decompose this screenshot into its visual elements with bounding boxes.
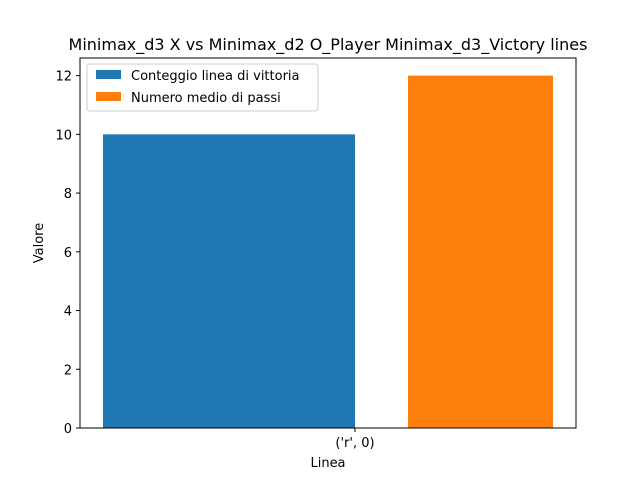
- y-tick-label: 8: [64, 187, 72, 202]
- bar-series-2: [408, 75, 553, 428]
- chart-title: Minimax_d3 X vs Minimax_d2 O_Player Mini…: [69, 35, 588, 55]
- bar-series-1: [103, 134, 355, 428]
- x-axis-ticks: ('r', 0): [335, 428, 375, 451]
- legend-swatch-series-1: [96, 70, 121, 79]
- y-axis-ticks: 0 2 4 6 8 10 12: [55, 70, 80, 437]
- y-tick-label: 6: [64, 246, 72, 261]
- y-tick-label: 2: [64, 363, 72, 378]
- legend: Conteggio linea di vittoria Numero medio…: [86, 63, 319, 112]
- x-axis-label: Linea: [310, 456, 345, 471]
- legend-frame: [86, 63, 319, 112]
- legend-label-series-2: Numero medio di passi: [131, 91, 281, 106]
- y-tick-label: 4: [64, 305, 72, 320]
- bars-group: [103, 75, 553, 428]
- x-tick-label: ('r', 0): [335, 436, 374, 451]
- y-tick-label: 12: [55, 70, 72, 85]
- legend-label-series-1: Conteggio linea di vittoria: [131, 69, 300, 84]
- plot-frame: [79, 57, 577, 429]
- y-axis-label: Valore: [32, 223, 47, 263]
- y-tick-label: 10: [55, 128, 72, 143]
- y-tick-label: 0: [64, 422, 72, 437]
- legend-swatch-series-2: [96, 92, 121, 101]
